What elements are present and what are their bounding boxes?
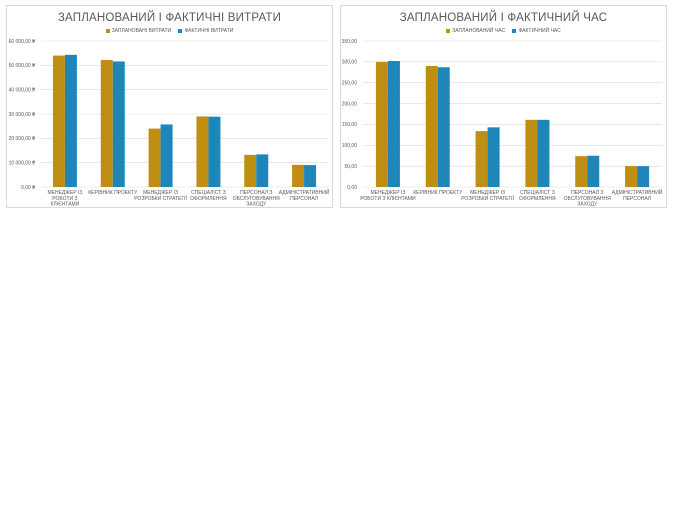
- legend-item-planned: ЗАПЛАНОВАНІ ВИТРАТИ: [105, 28, 172, 34]
- y-tick-label: 100,00: [342, 143, 358, 149]
- x-tick-label-line: ПЕРСОНАЛ З: [240, 190, 272, 196]
- y-tick-label: 300,00: [342, 60, 358, 66]
- bar-planned: [244, 154, 257, 187]
- x-tick-label-line: РОБОТИ З: [52, 196, 77, 202]
- x-tick-label-line: ОБСЛУГОВУВАННЯ: [564, 196, 611, 202]
- x-tick-label-line: МЕНЕДЖЕР ІЗ: [470, 190, 505, 196]
- x-tick-label: КЕРІВНИК ПРОЕКТУ: [88, 190, 138, 196]
- legend-item-planned: ЗАПЛАНОВАНИЙ ЧАС: [446, 28, 505, 34]
- x-tick-label-line: РОБОТИ З КЛІЄНТАМИ: [360, 196, 416, 202]
- x-tick-label-line: МЕНЕДЖЕР ІЗ: [143, 190, 178, 196]
- legend-label-planned: ЗАПЛАНОВАНИЙ ЧАС: [452, 28, 506, 34]
- legend-item-actual: ФАКТИЧНІ ВИТРАТИ: [178, 28, 233, 34]
- x-tick-label: МЕНЕДЖЕР ІЗ РОЗРОБКИ СТРАТЕГІЇ: [134, 190, 187, 202]
- bar-planned: [196, 116, 209, 187]
- bar-actual: [587, 155, 600, 187]
- y-tick-label: 50 000,00 ₴: [9, 63, 36, 69]
- bar-planned: [292, 164, 305, 187]
- bar-planned: [52, 55, 65, 187]
- y-tick-label: 0,00 ₴: [21, 185, 35, 191]
- x-tick-label-line: МЕНЕДЖЕР ІЗ: [370, 190, 405, 196]
- bar-actual: [304, 165, 317, 187]
- bar-planned: [148, 128, 161, 187]
- bar-actual: [437, 67, 450, 187]
- chart-plot-hours: 0,00 50,00 100,00 150,00 200,00 250,00 300,00 3…: [342, 39, 663, 208]
- y-tick-label: 200,00: [342, 101, 358, 107]
- y-tick-label: 60 000,00 ₴: [9, 39, 36, 45]
- x-tick-label-line: ОФОРМЛЕННЯ: [190, 196, 227, 202]
- legend-swatch-planned: [105, 28, 110, 33]
- bar-planned: [525, 119, 538, 187]
- x-tick-label-line: КЕРІВНИК ПРОЕКТУ: [413, 190, 463, 196]
- x-tick-label: МЕНЕДЖЕР ІЗ РОБОТИ З КЛІЄНТАМИ: [47, 190, 82, 208]
- x-tick-label: СПЕЦІАЛІСТ З ОФОРМЛЕННЯ: [190, 190, 227, 202]
- y-tick-label: 10 000,00 ₴: [9, 160, 36, 166]
- x-tick-label-line: ЗАХОДУ: [577, 202, 598, 208]
- legend-label-planned: ЗАПЛАНОВАНІ ВИТРАТИ: [111, 28, 172, 34]
- chart-title: ЗАПЛАНОВАНИЙ І ФАКТИЧНІ ВИТРАТИ: [57, 12, 282, 24]
- bar-planned: [100, 59, 113, 188]
- legend-swatch-actual: [178, 28, 183, 33]
- chart-panel-hours[interactable]: ЗАПЛАНОВАНИЙ І ФАКТИЧНИЙ ЧАС ЗАПЛАНОВАНИ…: [340, 5, 667, 208]
- x-tick-label: АДМІНІСТРАТИВНИЙ ПЕРСОНАЛ: [612, 188, 663, 202]
- x-tick-label-line: ПЕРСОНАЛ: [623, 196, 651, 202]
- bar-planned: [625, 166, 638, 187]
- y-tick-label: 150,00: [342, 122, 358, 128]
- bar-actual: [637, 166, 650, 187]
- bar-actual: [387, 61, 400, 187]
- legend-item-actual: ФАКТИЧНИЙ ЧАС: [512, 28, 561, 34]
- chart-legend: ЗАПЛАНОВАНИЙ ЧАС ФАКТИЧНИЙ ЧАС: [341, 28, 666, 34]
- x-tick-label-line: КЕРІВНИК ПРОЕКТУ: [88, 190, 138, 196]
- bar-actual: [64, 54, 77, 188]
- y-tick-label: 0,00: [347, 185, 357, 191]
- bar-actual: [112, 61, 125, 187]
- chart-plot-costs: 0,00 ₴ 10 000,00 ₴ 20 000,00 ₴ 30 000,00 ₴ 4…: [9, 39, 330, 208]
- x-tick-label-line: МЕНЕДЖЕР ІЗ: [47, 190, 82, 196]
- x-tick-label: МЕНЕДЖЕР ІЗ РОЗРОБКИ СТРАТЕГІЇ: [461, 190, 514, 202]
- chart-legend: ЗАПЛАНОВАНІ ВИТРАТИ ФАКТИЧНІ ВИТРАТИ: [7, 28, 332, 34]
- bar-planned: [375, 61, 388, 187]
- bar-actual: [487, 127, 500, 187]
- x-tick-label-line: ЗАХОДУ: [246, 202, 267, 208]
- bar-actual: [537, 119, 550, 187]
- x-tick-label: КЕРІВНИК ПРОЕКТУ: [413, 190, 463, 196]
- bar-planned: [575, 156, 588, 187]
- chart-title: ЗАПЛАНОВАНИЙ І ФАКТИЧНИЙ ЧАС: [399, 12, 608, 24]
- chart-panel-costs[interactable]: ЗАПЛАНОВАНИЙ І ФАКТИЧНІ ВИТРАТИ ЗАПЛАНОВ…: [6, 5, 333, 208]
- y-tick-label: 40 000,00 ₴: [9, 87, 36, 93]
- x-tick-label-line: АДМІНІСТРАТИВНИЙ: [612, 188, 663, 196]
- x-tick-label-line: СПЕЦІАЛІСТ З: [520, 190, 555, 196]
- x-tick-label-line: ОБСЛУГОВУВАННЯ: [233, 196, 280, 202]
- x-tick-label: ПЕРСОНАЛ З ОБСЛУГОВУВАННЯ ЗАХОДУ: [564, 190, 611, 208]
- legend-label-actual: ФАКТИЧНІ ВИТРАТИ: [184, 28, 234, 34]
- y-tick-label: 50,00: [344, 164, 357, 170]
- x-tick-label-line: АДМІНІСТРАТИВНИЙ: [279, 188, 330, 196]
- legend-label-actual: ФАКТИЧНИЙ ЧАС: [518, 28, 561, 34]
- x-tick-label: СПЕЦІАЛІСТ З ОФОРМЛЕННЯ: [519, 190, 556, 202]
- bar-planned: [425, 66, 438, 187]
- x-tick-label-line: ПЕРСОНАЛ З: [571, 190, 603, 196]
- bar-actual: [208, 116, 221, 187]
- y-tick-label: 30 000,00 ₴: [9, 112, 36, 118]
- y-tick-label: 250,00: [342, 81, 358, 87]
- x-tick-label: ПЕРСОНАЛ З ОБСЛУГОВУВАННЯ ЗАХОДУ: [233, 190, 280, 208]
- x-tick-label: АДМІНІСТРАТИВНИЙ ПЕРСОНАЛ: [279, 188, 330, 202]
- legend-swatch-planned: [446, 28, 451, 33]
- x-tick-label-line: ОФОРМЛЕННЯ: [519, 196, 556, 202]
- x-tick-label-line: РОЗРОБКИ СТРАТЕГІЇ: [134, 195, 187, 202]
- y-tick-label: 20 000,00 ₴: [9, 136, 36, 142]
- x-tick-label-line: ПЕРСОНАЛ: [290, 196, 318, 202]
- x-tick-label-line: РОЗРОБКИ СТРАТЕГІЇ: [461, 195, 514, 202]
- legend-swatch-actual: [512, 28, 517, 33]
- x-tick-label: МЕНЕДЖЕР ІЗ РОБОТИ З КЛІЄНТАМИ: [360, 190, 416, 202]
- bar-actual: [256, 154, 269, 187]
- x-tick-label-line: КЛІЄНТАМИ: [51, 202, 80, 208]
- bar-planned: [475, 131, 488, 187]
- x-tick-label-line: СПЕЦІАЛІСТ З: [191, 190, 226, 196]
- bar-actual: [160, 124, 173, 187]
- y-tick-label: 350,00: [342, 39, 358, 45]
